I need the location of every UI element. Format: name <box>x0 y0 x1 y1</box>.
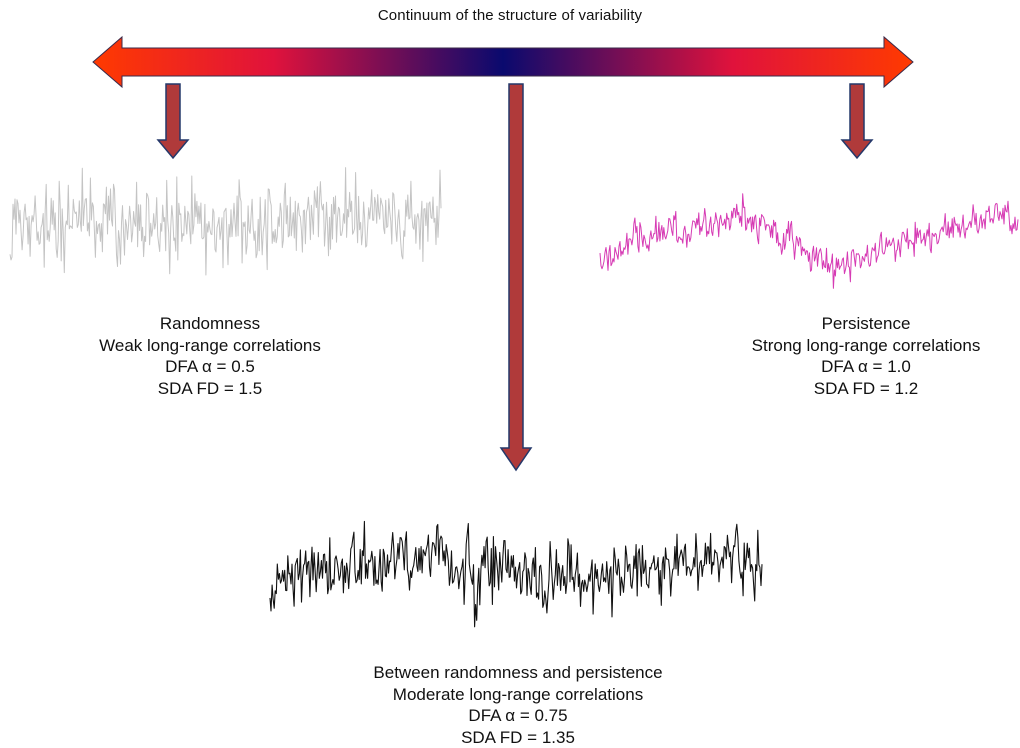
persistence-heading: Persistence <box>821 314 911 333</box>
between-caption: Between randomness and persistence Moder… <box>330 662 706 748</box>
between-correlation: Moderate long-range correlations <box>392 684 644 704</box>
randomness-dfa: DFA α = 0.5 <box>165 357 255 376</box>
between-time-series <box>269 520 763 628</box>
randomness-sda: SDA FD = 1.5 <box>157 378 263 398</box>
down-arrow-persistence <box>840 83 874 160</box>
randomness-heading: Randomness <box>159 314 261 333</box>
between-heading: Between randomness and persistence <box>373 663 663 682</box>
persistence-caption: Persistence Strong long-range correlatio… <box>716 313 1016 399</box>
randomness-correlation: Weak long-range correlations <box>99 335 321 355</box>
persistence-correlation: Strong long-range correlations <box>751 335 981 355</box>
random-time-series <box>9 167 442 276</box>
persistent-time-series <box>599 193 1019 289</box>
between-sda: SDA FD = 1.35 <box>461 727 575 747</box>
persistence-sda: SDA FD = 1.2 <box>813 378 919 398</box>
persistence-dfa: DFA α = 1.0 <box>821 357 911 376</box>
diagram-title: Continuum of the structure of variabilit… <box>377 7 643 24</box>
between-dfa: DFA α = 0.75 <box>468 706 568 725</box>
down-arrow-between <box>499 83 533 472</box>
continuum-double-arrow <box>92 35 914 89</box>
down-arrow-randomness <box>156 83 190 160</box>
randomness-caption: Randomness Weak long-range correlations … <box>60 313 360 399</box>
